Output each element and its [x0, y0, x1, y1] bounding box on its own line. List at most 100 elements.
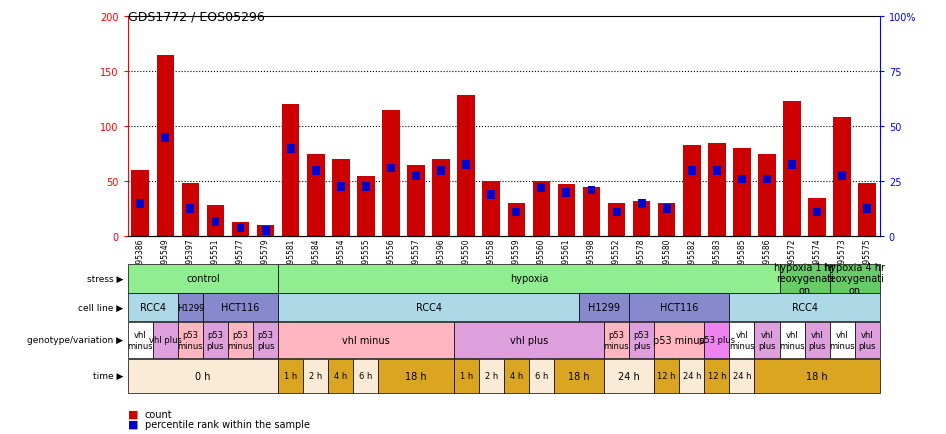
Text: 12 h: 12 h — [708, 372, 727, 380]
Text: genotype/variation ▶: genotype/variation ▶ — [27, 335, 123, 345]
Bar — [186, 205, 194, 214]
Text: HCT116: HCT116 — [221, 302, 260, 312]
Bar — [808, 198, 826, 237]
Bar — [657, 204, 675, 237]
Bar — [633, 201, 651, 237]
Text: 4 h: 4 h — [510, 372, 523, 380]
Text: cell line ▶: cell line ▶ — [78, 303, 123, 312]
Bar — [463, 161, 470, 170]
Bar — [838, 172, 846, 181]
Bar — [587, 186, 595, 195]
Bar — [206, 206, 224, 237]
Text: vhl
plus: vhl plus — [809, 330, 826, 350]
Bar — [833, 118, 851, 237]
Bar — [412, 172, 420, 181]
Text: 6 h: 6 h — [534, 372, 548, 380]
Text: 1 h: 1 h — [284, 372, 297, 380]
Bar — [482, 182, 500, 237]
Bar — [557, 185, 575, 237]
Text: p53
minus: p53 minus — [228, 330, 254, 350]
Text: RCC4: RCC4 — [415, 302, 442, 312]
Text: vhl plus: vhl plus — [510, 335, 548, 345]
Bar — [638, 199, 645, 208]
Bar — [357, 176, 375, 237]
Bar — [212, 218, 219, 227]
Text: vhl
minus: vhl minus — [128, 330, 153, 350]
Bar — [533, 182, 551, 237]
Bar — [262, 227, 270, 235]
Text: 2 h: 2 h — [309, 372, 323, 380]
Text: vhl
minus: vhl minus — [729, 330, 755, 350]
Bar — [607, 204, 625, 237]
Bar — [156, 56, 174, 237]
Bar — [337, 183, 344, 191]
Bar — [513, 208, 520, 217]
Bar — [713, 166, 721, 175]
Text: vhl
minus: vhl minus — [830, 330, 855, 350]
Text: 24 h: 24 h — [619, 371, 639, 381]
Bar — [232, 222, 250, 237]
Text: hypoxia: hypoxia — [510, 274, 548, 284]
Text: vhl
plus: vhl plus — [859, 330, 876, 350]
Bar — [236, 224, 244, 232]
Bar — [332, 160, 350, 237]
Bar — [814, 208, 821, 217]
Bar — [362, 183, 370, 191]
Bar — [864, 205, 871, 214]
Text: 0 h: 0 h — [195, 371, 211, 381]
Bar — [683, 145, 701, 237]
Bar — [613, 208, 621, 217]
Bar — [487, 191, 495, 199]
Bar — [437, 166, 445, 175]
Bar — [788, 161, 796, 170]
Bar — [708, 143, 726, 237]
Bar — [858, 184, 876, 237]
Bar — [733, 149, 751, 237]
Text: p53 minus: p53 minus — [654, 335, 705, 345]
Text: 1 h: 1 h — [460, 372, 473, 380]
Bar — [182, 184, 200, 237]
Bar — [457, 96, 475, 237]
Text: 18 h: 18 h — [405, 371, 427, 381]
Bar — [758, 155, 776, 237]
Text: control: control — [186, 274, 219, 284]
Text: 12 h: 12 h — [657, 372, 676, 380]
Bar — [131, 171, 149, 237]
Text: HCT116: HCT116 — [660, 302, 698, 312]
Text: stress ▶: stress ▶ — [87, 274, 123, 283]
Text: H1299: H1299 — [177, 303, 204, 312]
Text: p53
minus: p53 minus — [178, 330, 203, 350]
Text: count: count — [145, 409, 172, 418]
Text: vhl
minus: vhl minus — [780, 330, 805, 350]
Text: 4 h: 4 h — [334, 372, 347, 380]
Bar — [583, 187, 601, 237]
Text: p53
plus: p53 plus — [207, 330, 224, 350]
Bar — [407, 165, 425, 237]
Bar — [432, 160, 450, 237]
Bar — [688, 166, 695, 175]
Bar — [307, 155, 324, 237]
Bar — [537, 184, 545, 193]
Text: 6 h: 6 h — [359, 372, 373, 380]
Bar — [287, 145, 294, 153]
Text: H1299: H1299 — [588, 302, 620, 312]
Bar — [663, 205, 671, 214]
Text: vhl minus: vhl minus — [342, 335, 390, 345]
Text: 24 h: 24 h — [732, 372, 751, 380]
Text: 2 h: 2 h — [484, 372, 498, 380]
Bar — [282, 105, 300, 237]
Bar — [783, 102, 801, 237]
Text: hypoxia 4 hr
reoxygenati
on: hypoxia 4 hr reoxygenati on — [824, 262, 885, 296]
Text: RCC4: RCC4 — [792, 302, 817, 312]
Bar — [136, 199, 144, 208]
Text: 24 h: 24 h — [682, 372, 701, 380]
Bar — [507, 204, 525, 237]
Text: vhl
plus: vhl plus — [759, 330, 776, 350]
Text: ■: ■ — [128, 409, 138, 418]
Bar — [312, 166, 320, 175]
Text: time ▶: time ▶ — [93, 372, 123, 380]
Text: hypoxia 1 hr
reoxygenati
on: hypoxia 1 hr reoxygenati on — [774, 262, 835, 296]
Text: vhl plus: vhl plus — [149, 335, 182, 345]
Bar — [387, 164, 394, 173]
Text: ■: ■ — [128, 419, 138, 428]
